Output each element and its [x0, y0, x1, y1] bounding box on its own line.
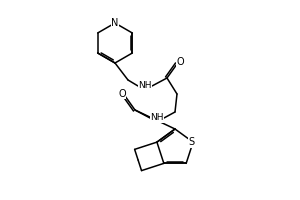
Text: O: O — [176, 57, 184, 67]
Text: N: N — [111, 18, 119, 28]
Text: NH: NH — [138, 82, 152, 90]
Text: O: O — [118, 89, 126, 99]
Text: S: S — [188, 137, 194, 147]
Text: NH: NH — [150, 114, 164, 122]
